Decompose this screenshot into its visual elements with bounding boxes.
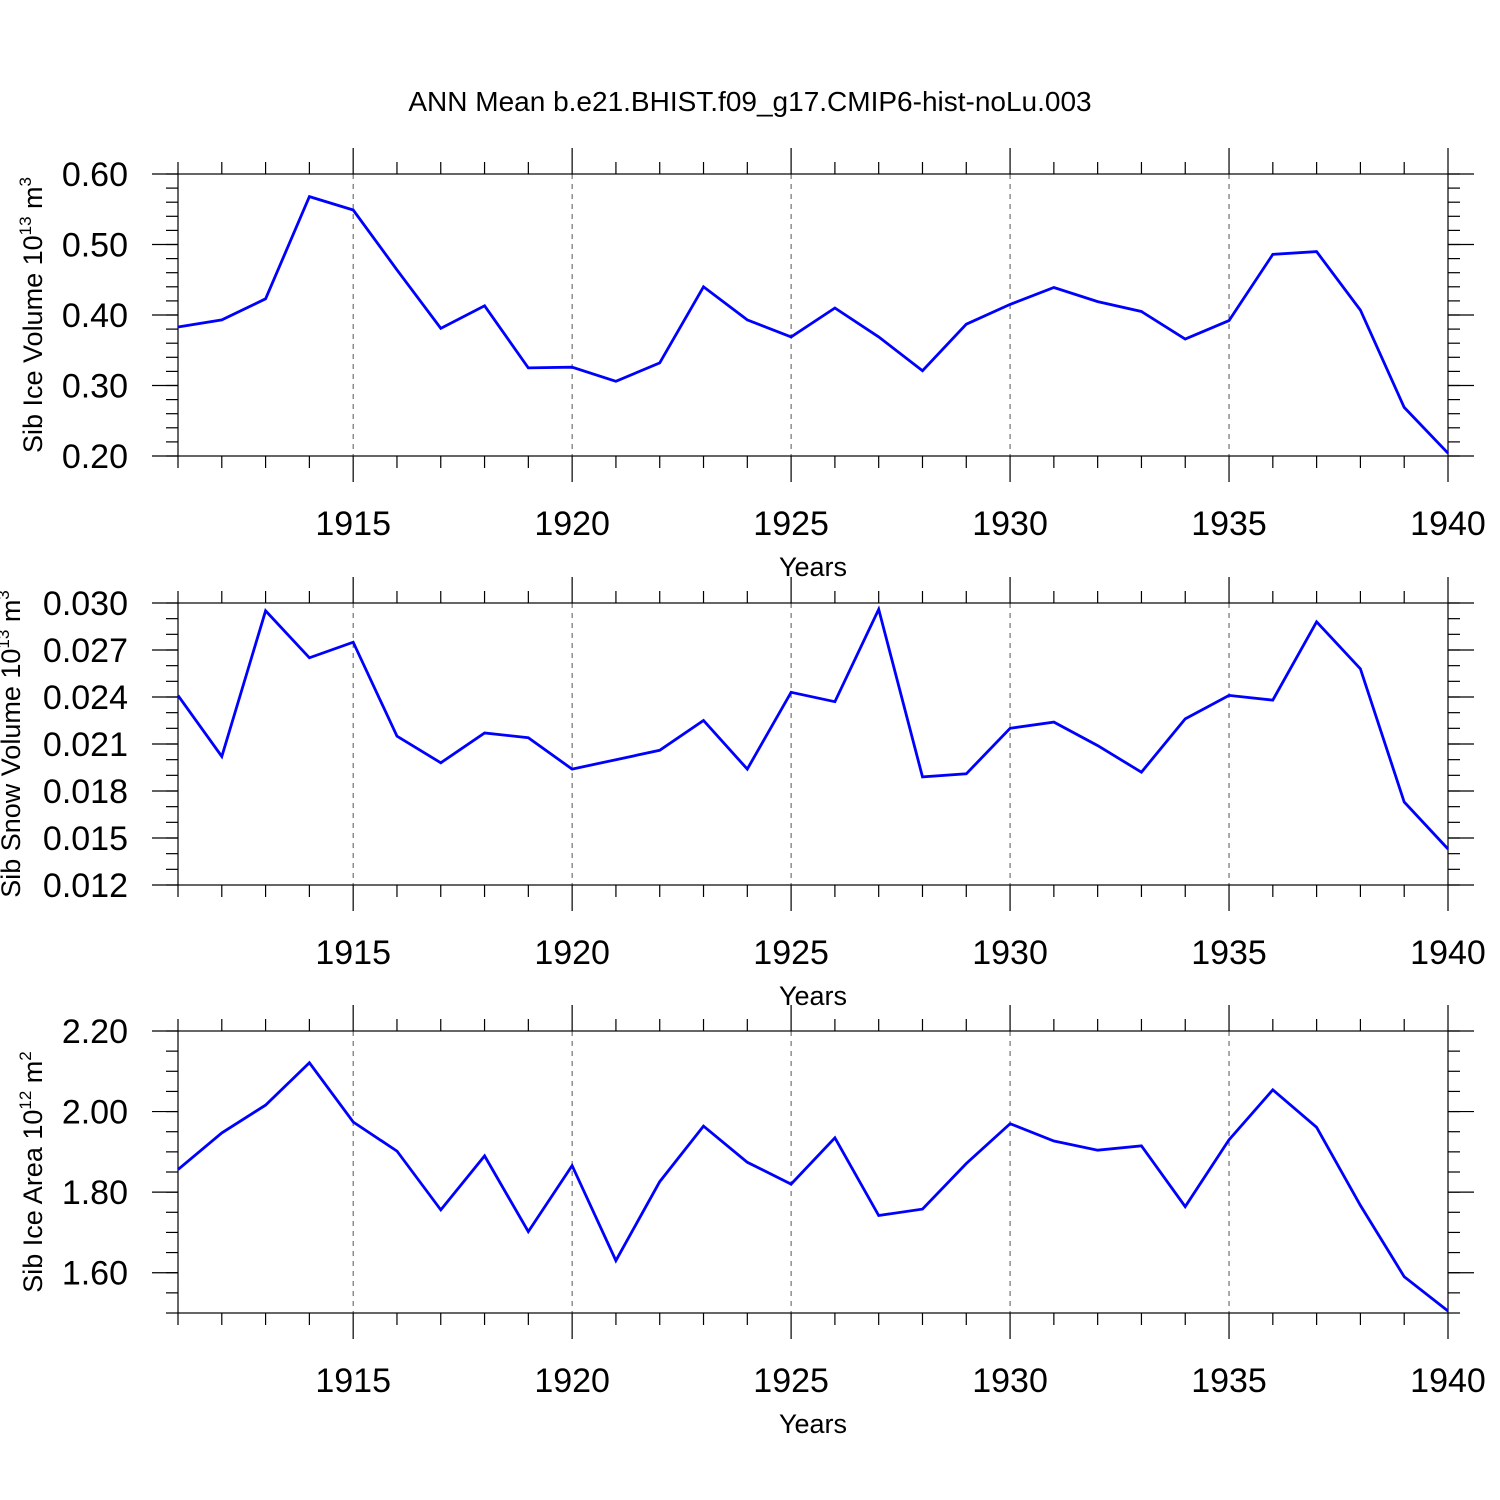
x-tick-label: 1930 (972, 505, 1048, 543)
y-tick-label: 0.027 (43, 632, 128, 670)
x-tick-label: 1915 (315, 1362, 391, 1400)
panel-sib-snow-volume: Years Sib Snow Volume 1013 m3 0.012 0.015… (0, 577, 1486, 1011)
x-tick-label: 1940 (1410, 505, 1486, 543)
x-tick-label: 1940 (1410, 934, 1486, 972)
figure-title: ANN Mean b.e21.BHIST.f09_g17.CMIP6-hist-… (408, 86, 1091, 117)
y-tick-label: 0.40 (62, 297, 128, 335)
x-axis-title: Years (779, 981, 847, 1011)
x-tick-label: 1940 (1410, 1362, 1486, 1400)
y-axis-title: Sib Ice Volume 1013 m3 (16, 177, 48, 453)
x-tick-label: 1930 (972, 1362, 1048, 1400)
panel-sib-ice-volume: Years Sib Ice Volume 1013 m3 0.20 0.30 0.4… (16, 148, 1486, 582)
x-tick-label: 1935 (1191, 934, 1267, 972)
x-tick-label: 1925 (753, 1362, 829, 1400)
y-tick-label: 0.20 (62, 438, 128, 476)
x-tick-label: 1925 (753, 505, 829, 543)
y-tick-label: 2.00 (62, 1094, 128, 1132)
series-line (177, 194, 1450, 455)
x-tick-label: 1915 (315, 505, 391, 543)
y-tick-label: 0.50 (62, 227, 128, 265)
series-line (176, 605, 1450, 850)
x-tick-label: 1930 (972, 934, 1048, 972)
y-axis-title: Sib Ice Area 1012 m2 (16, 1051, 48, 1293)
y-tick-label: 1.80 (62, 1174, 128, 1212)
y-tick-label: 2.20 (62, 1013, 128, 1051)
y-tick-label: 0.30 (62, 368, 128, 406)
x-tick-label: 1920 (534, 934, 610, 972)
y-tick-label: 0.60 (62, 156, 128, 194)
x-axis-title: Years (779, 552, 847, 582)
y-tick-label: 0.018 (43, 773, 128, 811)
y-tick-label: 0.015 (43, 820, 128, 858)
y-tick-label: 0.021 (43, 726, 128, 764)
x-tick-label: 1920 (534, 505, 610, 543)
panel-sib-ice-area: Years Sib Ice Area 1012 m2 1.60 1.80 2.00 2… (16, 1005, 1486, 1439)
x-tick-label: 1925 (753, 934, 829, 972)
x-tick-label: 1935 (1191, 1362, 1267, 1400)
x-axis-title: Years (779, 1409, 847, 1439)
y-tick-label: 0.030 (43, 585, 128, 623)
x-tick-label: 1915 (315, 934, 391, 972)
y-axis-title: Sib Snow Volume 1013 m3 (0, 590, 26, 898)
y-tick-label: 1.60 (62, 1255, 128, 1293)
y-tick-label: 0.012 (43, 867, 128, 905)
y-tick-label: 0.024 (43, 679, 128, 717)
x-tick-label: 1935 (1191, 505, 1267, 543)
series-line (177, 1060, 1449, 1313)
x-tick-label: 1920 (534, 1362, 610, 1400)
